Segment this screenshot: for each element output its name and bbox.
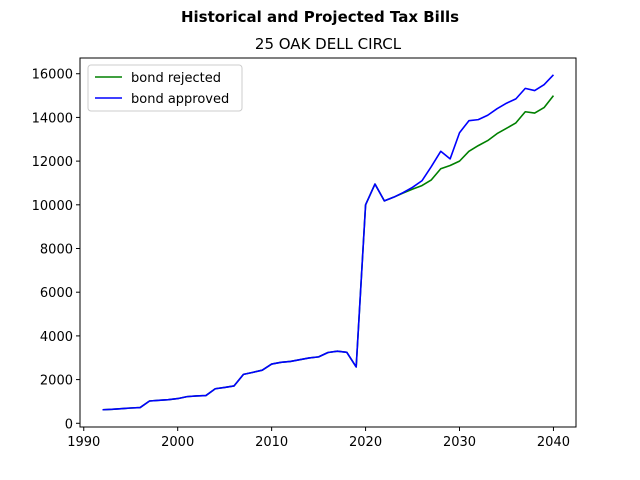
series-line-bond-approved: [102, 74, 555, 411]
plot-area: 1990 2000 2010 2020 2030 2040 0 2000 4000 6000 800…: [32, 57, 577, 450]
legend-label-bond-rejected: bond rejected: [131, 71, 221, 86]
y-tick-label: 6000: [40, 286, 73, 301]
legend-label-bond-approved: bond approved: [131, 92, 229, 107]
y-tick-label: 10000: [32, 199, 73, 214]
x-tick-label: 2010: [255, 435, 288, 450]
x-tick-label: 2030: [443, 435, 476, 450]
y-tick-label: 16000: [32, 68, 73, 83]
series-layer: [102, 74, 555, 411]
x-tick-label: 2020: [349, 435, 382, 450]
y-tick-label: 12000: [32, 155, 73, 170]
x-tick-label: 1990: [67, 435, 100, 450]
x-tick-label: 2040: [537, 435, 570, 450]
y-tick-label: 14000: [32, 111, 73, 126]
chart-suptitle: Historical and Projected Tax Bills: [181, 8, 459, 26]
y-tick-label: 0: [65, 417, 73, 432]
x-tick-label: 2000: [161, 435, 194, 450]
y-tick-label: 8000: [40, 243, 73, 258]
legend: bond rejected bond approved: [87, 64, 243, 112]
chart-title: 25 OAK DELL CIRCL: [255, 35, 402, 53]
y-tick-label: 2000: [40, 374, 73, 389]
legend-box: [87, 64, 243, 112]
y-tick-label: 4000: [40, 330, 73, 345]
series-line-bond-rejected: [102, 95, 555, 411]
axes-frame: [79, 57, 577, 428]
